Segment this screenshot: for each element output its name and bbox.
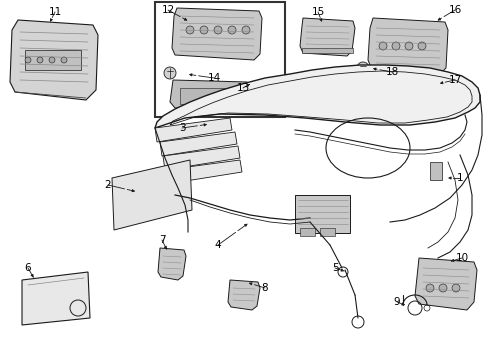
- Circle shape: [25, 57, 31, 63]
- Bar: [300, 228, 315, 236]
- Text: 3: 3: [179, 123, 185, 133]
- Bar: [430, 162, 442, 180]
- Bar: [380, 86, 426, 104]
- Text: 17: 17: [448, 75, 462, 85]
- Polygon shape: [155, 118, 232, 142]
- Circle shape: [405, 42, 413, 50]
- Circle shape: [49, 57, 55, 63]
- Polygon shape: [372, 80, 432, 108]
- Text: 2: 2: [105, 180, 111, 190]
- Text: 4: 4: [215, 240, 221, 250]
- Bar: [320, 228, 335, 236]
- Polygon shape: [163, 146, 240, 170]
- Bar: [302, 48, 353, 53]
- Polygon shape: [165, 160, 242, 184]
- Text: 18: 18: [385, 67, 399, 77]
- Polygon shape: [10, 20, 98, 100]
- Text: 6: 6: [24, 263, 31, 273]
- Circle shape: [200, 26, 208, 34]
- Circle shape: [242, 26, 250, 34]
- Text: 16: 16: [448, 5, 462, 15]
- Bar: [295, 195, 350, 233]
- Circle shape: [392, 42, 400, 50]
- Circle shape: [452, 284, 460, 292]
- Polygon shape: [368, 18, 448, 76]
- Polygon shape: [170, 80, 250, 110]
- Polygon shape: [22, 272, 90, 325]
- Circle shape: [418, 42, 426, 50]
- Bar: [155, 2, 285, 117]
- Text: 14: 14: [207, 73, 220, 83]
- Text: 1: 1: [457, 173, 464, 183]
- Circle shape: [186, 26, 194, 34]
- Polygon shape: [112, 160, 192, 230]
- Polygon shape: [158, 248, 186, 280]
- Text: 11: 11: [49, 7, 62, 17]
- Bar: [25, 50, 81, 70]
- Circle shape: [228, 26, 236, 34]
- Circle shape: [357, 62, 369, 74]
- Circle shape: [37, 57, 43, 63]
- Text: 8: 8: [262, 283, 269, 293]
- Polygon shape: [228, 280, 260, 310]
- Circle shape: [61, 57, 67, 63]
- Circle shape: [379, 42, 387, 50]
- Polygon shape: [415, 258, 477, 310]
- Polygon shape: [172, 8, 262, 60]
- Text: 9: 9: [393, 297, 400, 307]
- Text: 15: 15: [311, 7, 325, 17]
- Text: 5: 5: [332, 263, 338, 273]
- Polygon shape: [300, 18, 355, 56]
- Text: 12: 12: [161, 5, 174, 15]
- Text: 13: 13: [236, 83, 249, 93]
- Polygon shape: [160, 132, 237, 156]
- Bar: [180, 88, 242, 104]
- Circle shape: [214, 26, 222, 34]
- Circle shape: [426, 284, 434, 292]
- Circle shape: [164, 67, 176, 79]
- Text: 10: 10: [455, 253, 468, 263]
- Text: 7: 7: [159, 235, 165, 245]
- Polygon shape: [155, 65, 480, 128]
- Circle shape: [439, 284, 447, 292]
